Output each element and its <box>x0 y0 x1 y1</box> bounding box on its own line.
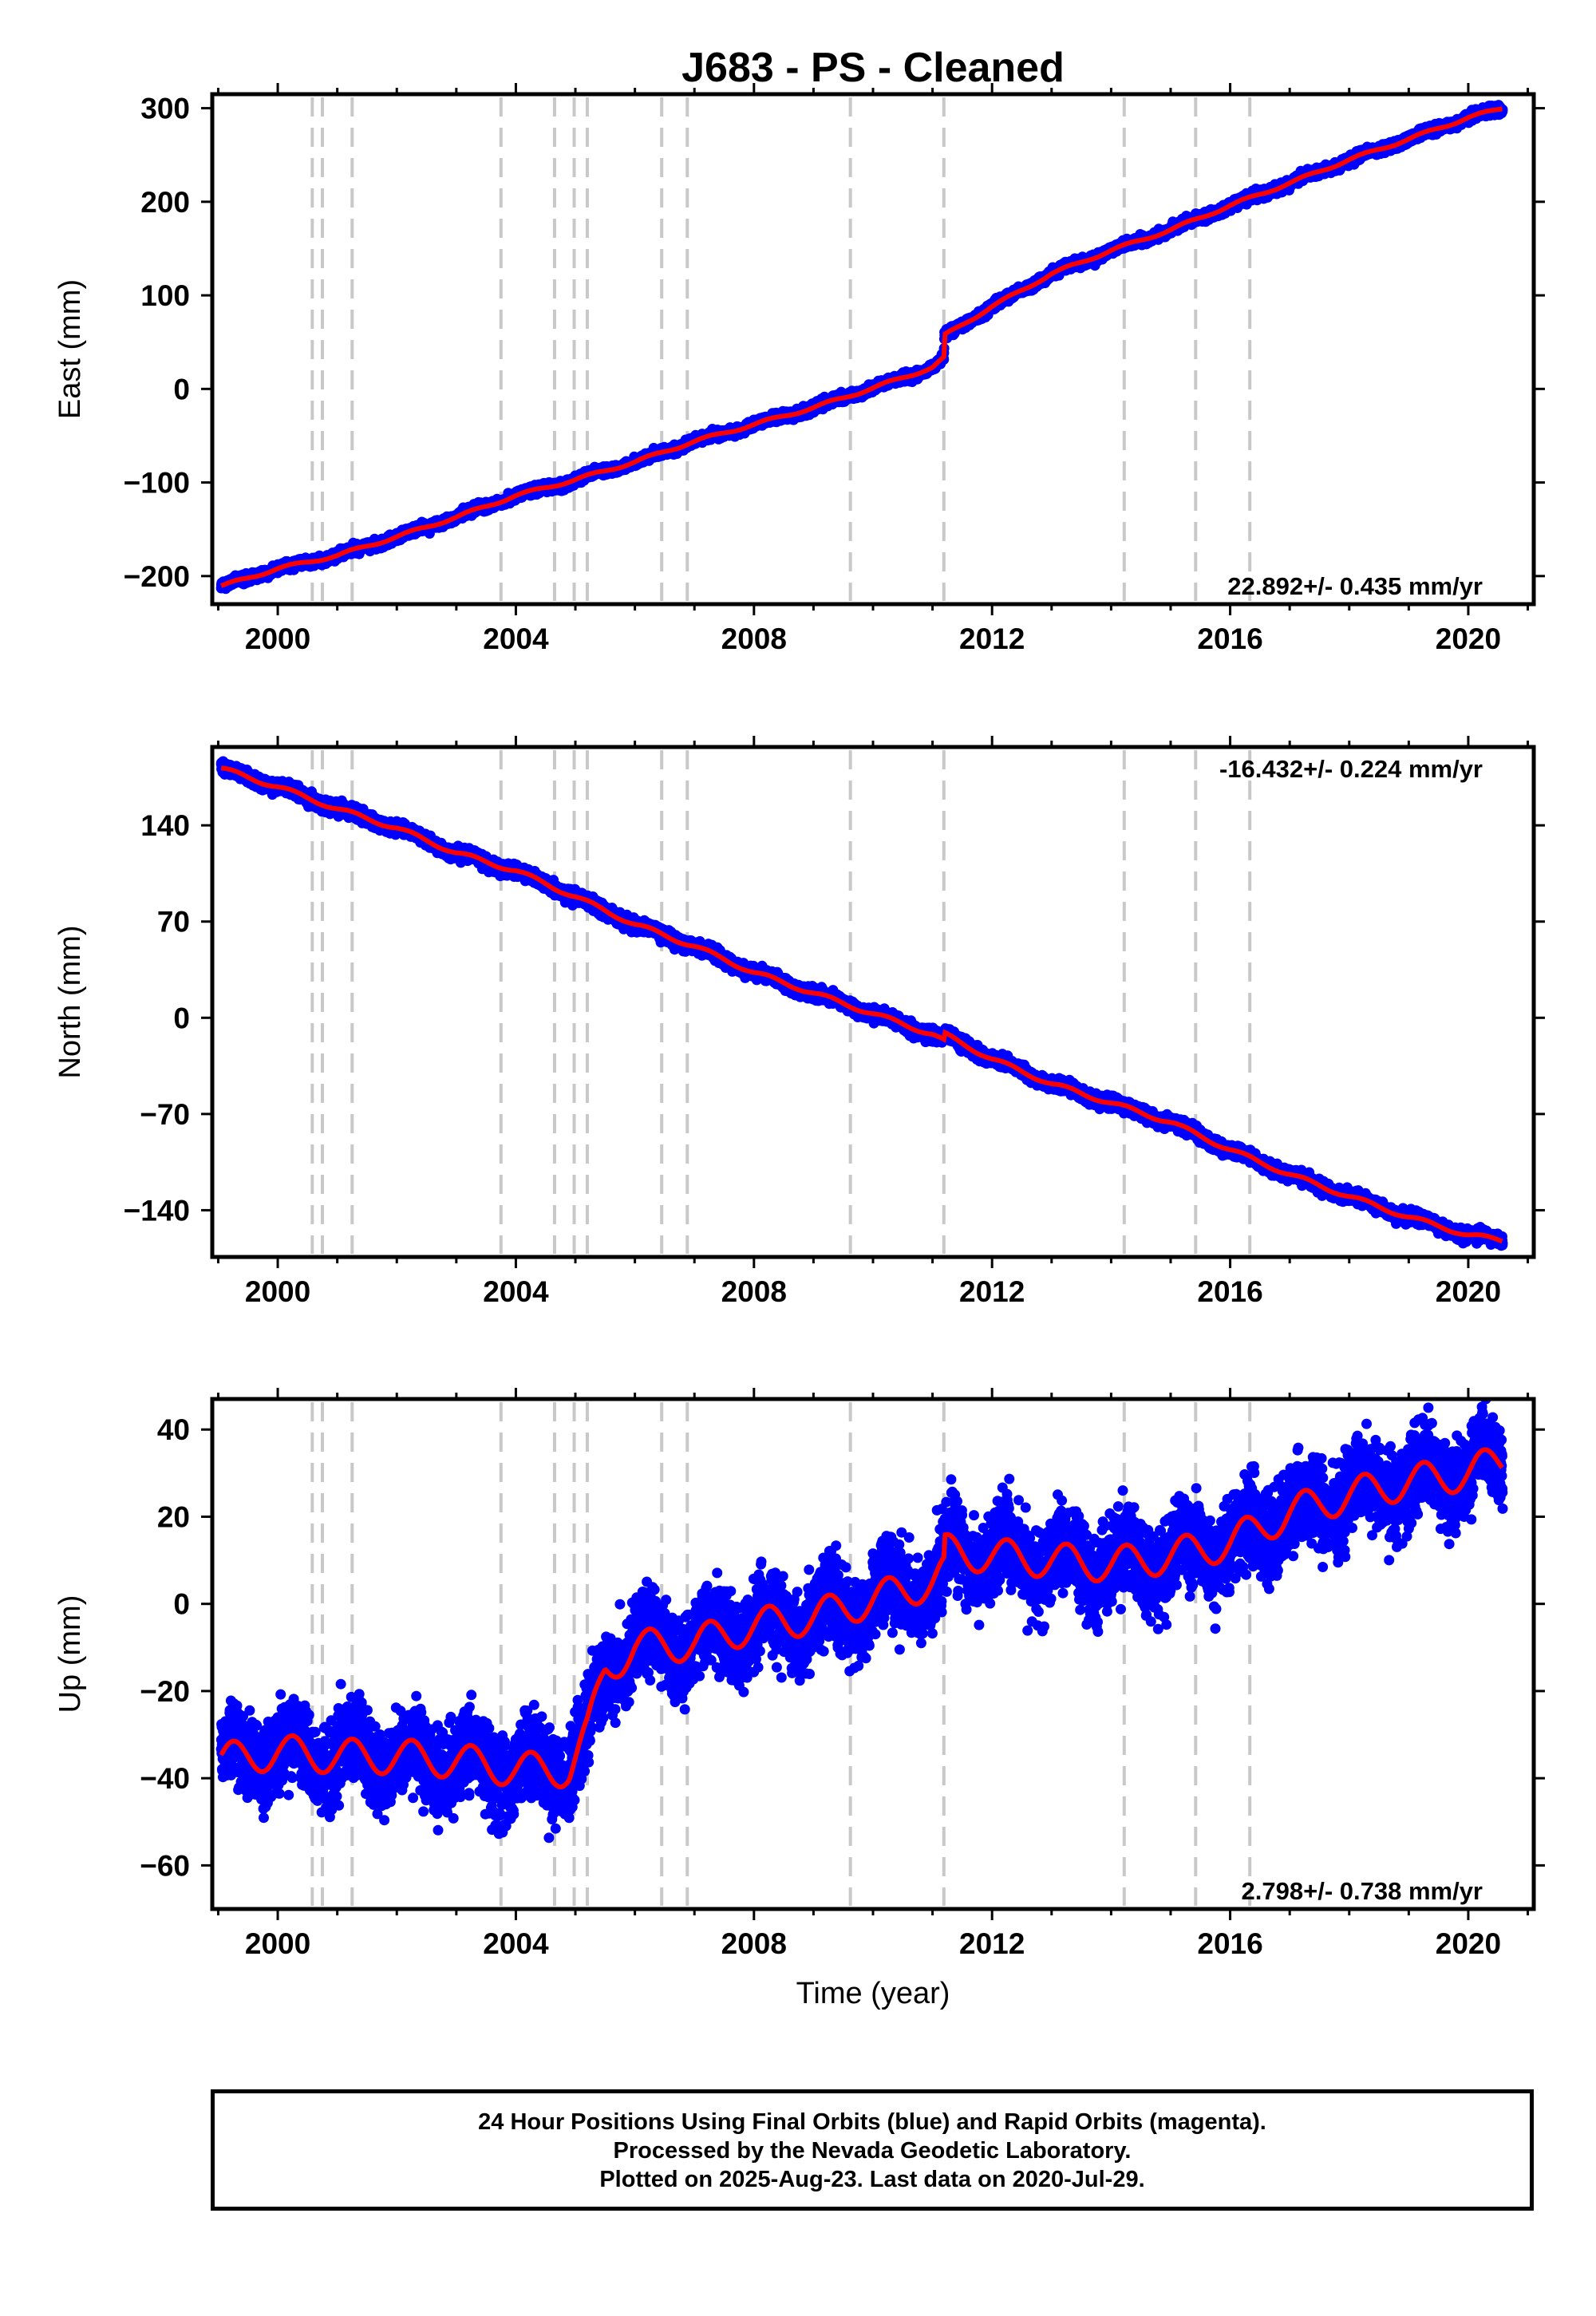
panel-east: 2000 2004 2008 2012 2016 20203002001000−100−2… <box>53 45 1545 655</box>
